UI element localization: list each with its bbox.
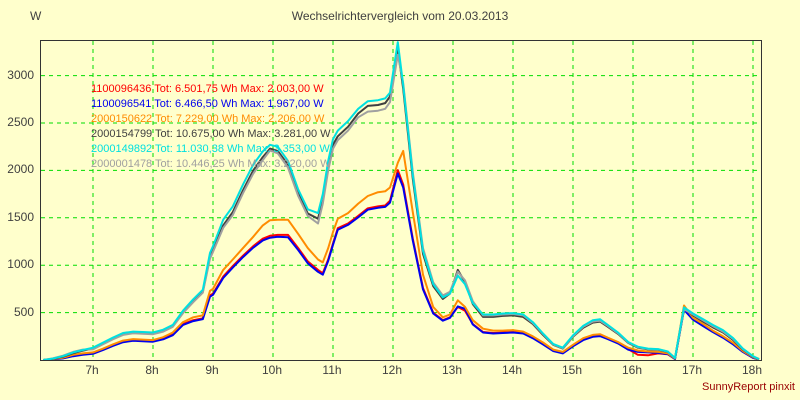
y-tick-label: 2500 [7, 115, 34, 129]
chart-title: Wechselrichtervergleich vom 20.03.2013 [291, 9, 509, 23]
y-tick-label: 2000 [7, 162, 34, 176]
x-tick-label: 7h [85, 363, 99, 377]
x-tick-label: 12h [381, 363, 403, 377]
legend-row-2000001478: 2000001478 Tot: 10.446,25 Wh Max: 3.220,… [91, 158, 331, 170]
x-tick-label: 9h [205, 363, 219, 377]
x-tick-label: 11h [322, 363, 342, 377]
legend-row-1100096436: 1100096436 Tot: 6.501,75 Wh Max: 2.003,0… [91, 83, 324, 95]
credit-text: SunnyReport pinxit [702, 381, 795, 393]
y-tick-label: 1000 [7, 257, 34, 271]
x-tick-label: 13h [441, 363, 463, 377]
x-tick-label: 15h [561, 363, 583, 377]
series-line-1100096541 [43, 172, 760, 360]
series-line-2000149892 [43, 41, 760, 360]
legend-row-2000154799: 2000154799 Tot: 10.675,00 Wh Max: 3.281,… [91, 128, 331, 140]
legend: 1100096436 Tot: 6.501,75 Wh Max: 2.003,0… [91, 82, 331, 172]
x-tick-label: 18h [741, 363, 763, 377]
series-line-2000150622 [43, 149, 760, 360]
y-tick-label: 3000 [7, 68, 34, 82]
x-tick-label: 16h [621, 363, 643, 377]
y-axis-unit-label: W [30, 9, 42, 23]
y-axis-tick-labels: 500 1000 1500 2000 2500 3000 [0, 40, 36, 359]
legend-row-2000150622: 2000150622 Tot: 7.229,00 Wh Max: 2.206,0… [91, 113, 325, 125]
legend-row-2000149892: 2000149892 Tot: 11.030,38 Wh Max: 3.353,… [91, 143, 330, 155]
x-tick-label: 8h [145, 363, 159, 377]
chart-canvas [41, 41, 761, 360]
y-tick-label: 1500 [7, 210, 34, 224]
x-tick-label: 10h [261, 363, 283, 377]
y-tick-label: 500 [13, 305, 34, 319]
x-tick-label: 17h [681, 363, 703, 377]
plot-area: 1100096436 Tot: 6.501,75 Wh Max: 2.003,0… [40, 40, 762, 361]
legend-row-1100096541: 1100096541 Tot: 6.466,50 Wh Max: 1.967,0… [91, 98, 324, 110]
x-tick-label: 14h [501, 363, 523, 377]
x-axis-tick-labels: 7h 8h 9h 10h 11h 12h 13h 14h 15h 16h 17h 18h [40, 363, 762, 379]
